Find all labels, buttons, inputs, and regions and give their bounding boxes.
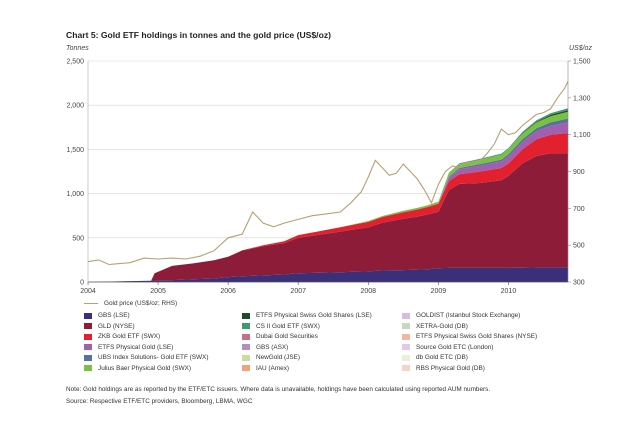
legend-swatch xyxy=(84,312,92,319)
left-tick-label: 0 xyxy=(80,280,84,287)
legend-swatch xyxy=(84,354,92,361)
legend-swatch xyxy=(242,344,250,350)
legend-label: GBS (LSE) xyxy=(98,312,130,319)
legend-swatch xyxy=(402,344,410,350)
left-tick-label: 1,500 xyxy=(66,147,84,154)
legend-item: ETFS Physical Swiss Gold Shares (LSE) xyxy=(242,312,372,319)
legend-swatch xyxy=(242,365,250,371)
legend-item: GLD (NYSE) xyxy=(84,323,135,330)
legend-swatch xyxy=(84,365,92,371)
left-tick-label: 2,000 xyxy=(66,103,84,110)
legend-item: NewGold (JSE) xyxy=(242,354,300,361)
legend-item: XETRA-Gold (DB) xyxy=(402,323,468,330)
left-tick-label: 2,500 xyxy=(66,59,84,66)
area-series-0 xyxy=(88,267,568,282)
legend-swatch xyxy=(242,354,250,361)
legend-line-swatch xyxy=(84,303,98,304)
x-tick-label: 2007 xyxy=(290,288,306,295)
legend-label: ETFS Physical Swiss Gold Shares (NYSE) xyxy=(416,333,538,340)
chart-title: Chart 5: Gold ETF holdings in tonnes and… xyxy=(66,30,331,40)
legend-swatch xyxy=(84,344,92,350)
x-tick-label: 2004 xyxy=(80,288,96,295)
right-tick-label: 300 xyxy=(573,280,585,287)
legend-item: ETFS Physical Swiss Gold Shares (NYSE) xyxy=(402,333,537,340)
legend-item: Source Gold ETC (London) xyxy=(402,344,493,351)
legend-label: CS II Gold ETF (SWX) xyxy=(256,322,320,330)
legend-label: XETRA-Gold (DB) xyxy=(416,322,468,330)
x-tick-label: 2005 xyxy=(150,288,166,295)
legend-label: RBS Physical Gold (DB) xyxy=(416,364,485,372)
legend-label: UBS Index Solutions- Gold ETF (SWX) xyxy=(98,354,209,361)
x-tick-label: 2008 xyxy=(361,288,377,295)
legend-swatch xyxy=(402,312,410,319)
legend-item: CS II Gold ETF (SWX) xyxy=(242,323,320,330)
legend-swatch xyxy=(242,323,250,329)
legend-swatch xyxy=(402,323,410,329)
left-axis-unit: Tonnes xyxy=(66,45,89,52)
legend-item: GBS (LSE) xyxy=(84,312,130,319)
legend-swatch xyxy=(242,333,250,340)
legend-swatch xyxy=(402,333,410,340)
legend-item: db Gold ETC (DB) xyxy=(402,354,468,361)
legend-label: db Gold ETC (DB) xyxy=(416,354,468,361)
chart-note: Note: Gold holdings are as reported by t… xyxy=(66,386,491,393)
legend-item: GOLDIST (Istanbul Stock Exchange) xyxy=(402,312,520,319)
legend-swatch xyxy=(84,333,92,340)
right-tick-label: 1,500 xyxy=(573,59,591,66)
legend-label: ETFS Physical Gold (LSE) xyxy=(98,343,174,351)
legend-item: ETFS Physical Gold (LSE) xyxy=(84,344,173,351)
legend-label: Dubai Gold Securities xyxy=(256,333,318,340)
legend-swatch xyxy=(242,312,250,319)
legend-label: Julius Baer Physical Gold (SWX) xyxy=(98,364,192,372)
x-tick-label: 2006 xyxy=(220,288,236,295)
legend-swatch xyxy=(402,365,410,371)
legend-label: GOLDIST (Istanbul Stock Exchange) xyxy=(416,312,521,319)
legend-label: GLD (NYSE) xyxy=(98,322,135,330)
legend-label: ETFS Physical Swiss Gold Shares (LSE) xyxy=(256,312,372,319)
legend-label: Gold price (US$/oz; RHS) xyxy=(104,300,178,307)
chart-source: Source: Respective ETF/ETC providers, Bl… xyxy=(66,398,253,405)
legend-item: UBS Index Solutions- Gold ETF (SWX) xyxy=(84,354,208,361)
legend-item: IAU (Amex) xyxy=(242,365,289,372)
right-tick-label: 500 xyxy=(573,243,585,250)
left-tick-label: 1,000 xyxy=(66,191,84,198)
right-axis-unit: US$/oz xyxy=(569,45,592,52)
gold-etf-chart: 0 500 1,000 1,500 2,000 2,500 300 500 700 900 1,10… xyxy=(66,59,591,296)
legend-item: GBS (ASX) xyxy=(242,344,288,351)
legend-label: NewGold (JSE) xyxy=(256,354,301,361)
legend-item: Dubai Gold Securities xyxy=(242,333,318,340)
left-tick-label: 500 xyxy=(72,235,84,242)
legend-swatch xyxy=(84,323,92,329)
right-tick-label: 1,100 xyxy=(573,132,591,139)
legend-label: GBS (ASX) xyxy=(256,343,289,351)
legend-item: RBS Physical Gold (DB) xyxy=(402,365,485,372)
legend-label: Source Gold ETC (London) xyxy=(416,343,494,351)
legend-label: IAU (Amex) xyxy=(256,364,290,372)
gold-price-line xyxy=(87,81,569,266)
x-tick-label: 2009 xyxy=(431,288,447,295)
right-tick-label: 700 xyxy=(573,206,585,213)
legend-item-gold-price: Gold price (US$/oz; RHS) xyxy=(84,300,177,307)
legend-item: ZKB Gold ETF (SWX) xyxy=(84,333,160,340)
legend-label: ZKB Gold ETF (SWX) xyxy=(98,333,161,340)
x-tick-label: 2010 xyxy=(501,288,517,295)
area-series-1 xyxy=(88,153,568,282)
right-tick-label: 900 xyxy=(573,169,585,176)
legend-swatch xyxy=(402,354,410,361)
right-tick-label: 1,300 xyxy=(573,95,591,102)
legend-item: Julius Baer Physical Gold (SWX) xyxy=(84,365,191,372)
